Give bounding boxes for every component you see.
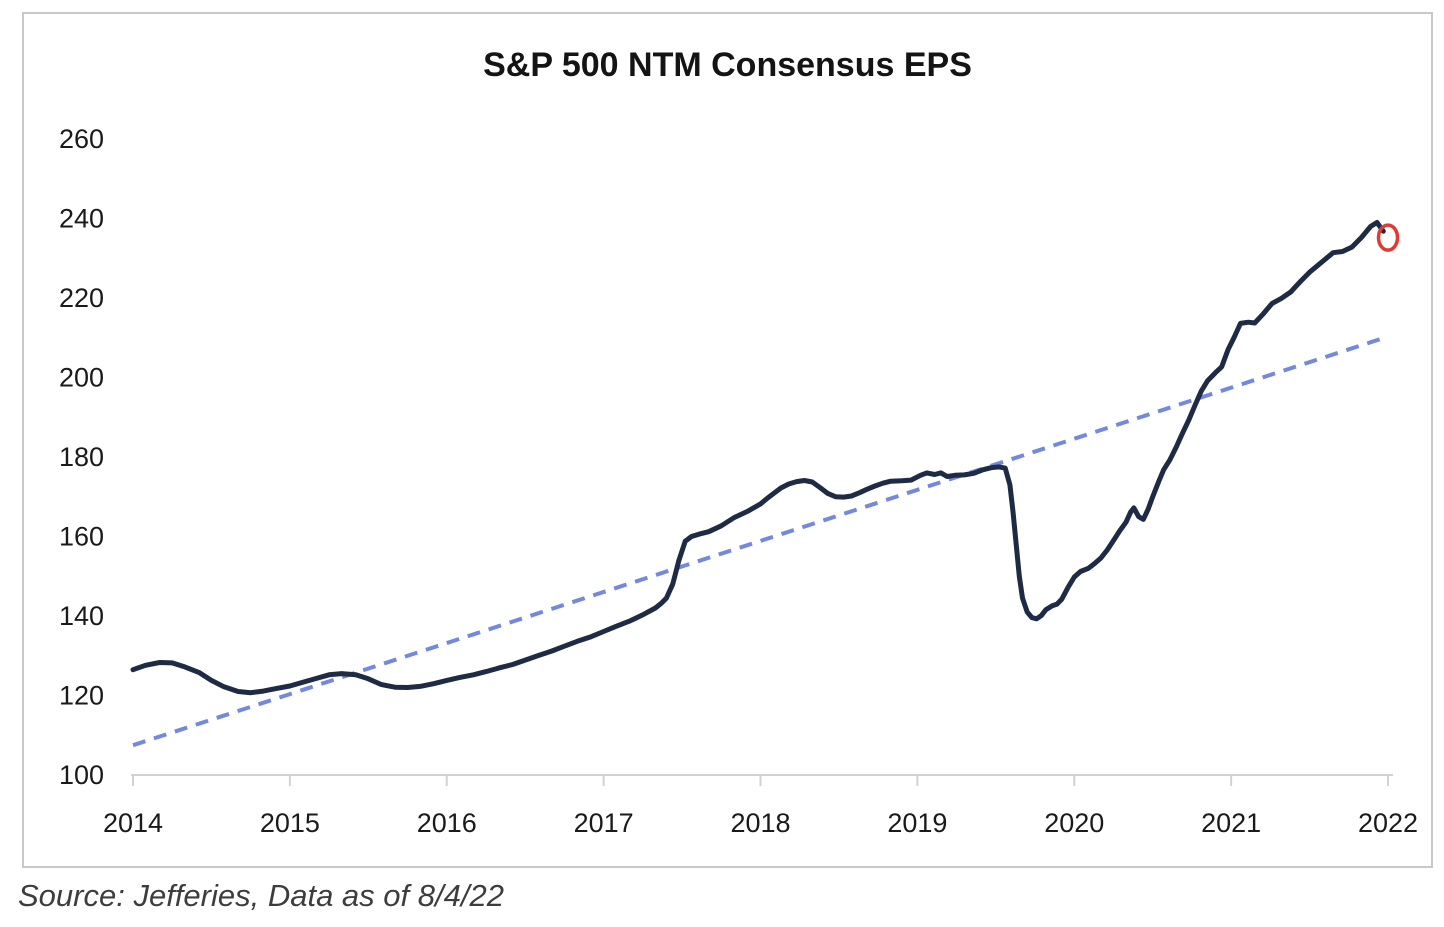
- chart-title: S&P 500 NTM Consensus EPS: [483, 46, 972, 84]
- source-note: Source: Jefferies, Data as of 8/4/22: [18, 878, 504, 913]
- chart-frame: [22, 12, 1433, 868]
